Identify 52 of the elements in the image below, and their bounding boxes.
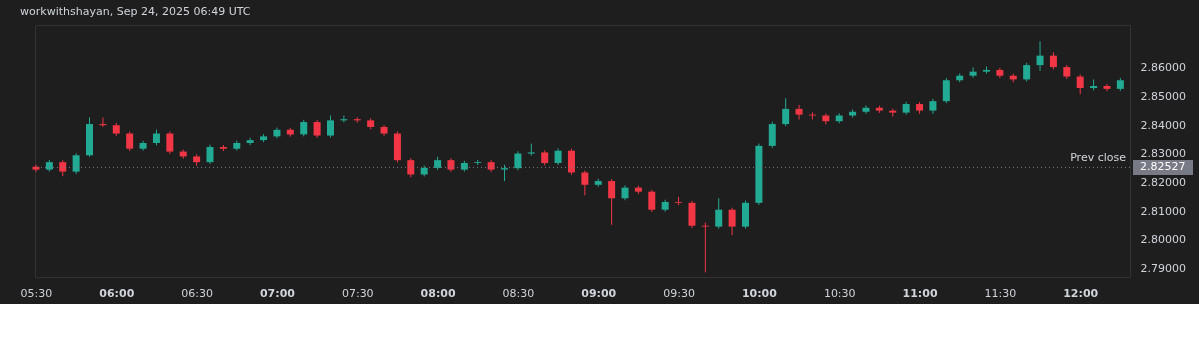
- y-tick-label: 2.83000: [1140, 147, 1186, 161]
- x-tick-label: 11:00: [902, 286, 938, 300]
- candlestick: [795, 104, 803, 120]
- chart-title: workwithshayan, Sep 24, 2025 06:49 UTC: [20, 5, 251, 18]
- candlestick: [728, 207, 736, 236]
- y-tick-label: 2.86000: [1140, 61, 1186, 75]
- candlestick: [608, 178, 616, 226]
- candlestick: [648, 189, 656, 213]
- candlestick: [1076, 74, 1084, 95]
- candlestick: [782, 97, 790, 127]
- x-tick-label: 12:00: [1063, 286, 1099, 300]
- candlestick: [326, 114, 334, 139]
- x-tick-label: 07:30: [341, 286, 374, 300]
- candlestick: [862, 104, 870, 115]
- candlestick: [969, 66, 977, 79]
- y-tick-label: 2.82000: [1140, 176, 1186, 189]
- candlestick: [742, 200, 750, 230]
- x-tick-label: 06:30: [181, 286, 213, 300]
- candlestick: [567, 148, 575, 176]
- y-tick-label: 2.80000: [1140, 233, 1186, 247]
- text: 2.82527: [1140, 160, 1186, 174]
- y-tick-label: 2.84000: [1140, 118, 1186, 132]
- x-tick-label: 09:30: [663, 286, 695, 300]
- y-tick-label: 2.81000: [1140, 204, 1186, 218]
- candlestick: [1036, 40, 1044, 72]
- x-tick-label: 09:00: [581, 286, 617, 300]
- x-tick-label: 08:00: [420, 286, 456, 300]
- candlestick: [166, 131, 174, 155]
- candlestick: [407, 157, 415, 178]
- candlestick: [688, 200, 696, 229]
- candlestick: [1103, 83, 1111, 92]
- candlestick: [701, 222, 709, 273]
- candlestick: [942, 77, 950, 104]
- x-tick-label: 10:00: [741, 286, 778, 300]
- candlestick: [1023, 62, 1031, 82]
- candlestick: [206, 144, 214, 165]
- candlestick: [715, 197, 723, 230]
- x-tick-label: 05:30: [20, 286, 53, 300]
- x-tick-label: 07:00: [259, 286, 296, 300]
- ref-line-label: Prev close: [1070, 151, 1127, 165]
- candlestick: [581, 169, 589, 196]
- candlestick: [768, 121, 776, 149]
- y-tick-label: 2.85000: [1140, 90, 1186, 104]
- x-tick-label: 10:30: [823, 286, 856, 300]
- candlestick: [32, 164, 40, 173]
- y-tick-label: 2.79000: [1140, 261, 1186, 275]
- candlestick: [514, 150, 522, 171]
- x-tick-label: 11:30: [984, 286, 1017, 300]
- candlestick: [72, 152, 80, 175]
- x-tick-label: 06:00: [99, 286, 135, 300]
- candlestick: [126, 131, 134, 152]
- x-tick-label: 08:30: [502, 286, 535, 300]
